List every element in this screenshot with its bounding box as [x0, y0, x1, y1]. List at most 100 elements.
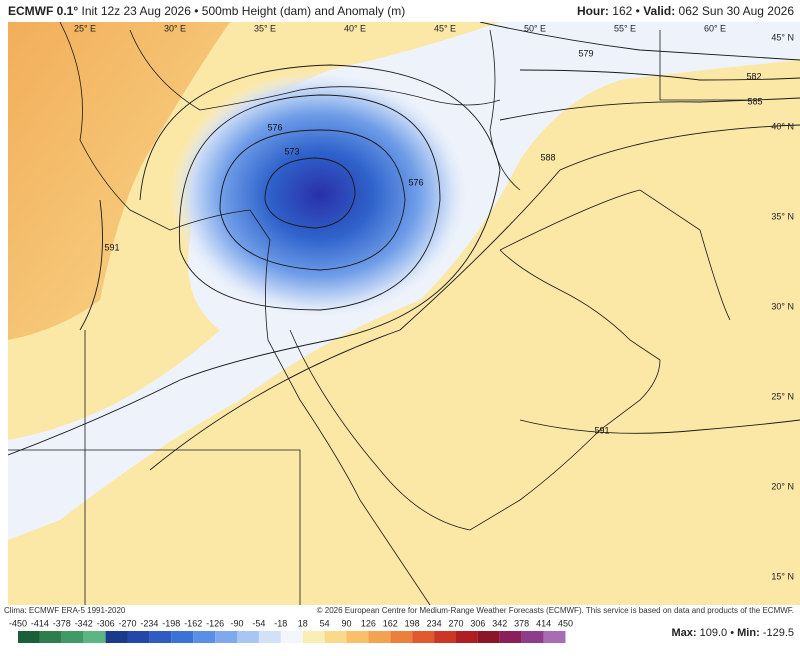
contour [79, 199, 103, 331]
colorbar-label: -54 [252, 618, 265, 628]
valid-label: Valid: [643, 4, 675, 18]
colorbar-swatch [368, 631, 391, 643]
colorbar-label: -306 [97, 618, 115, 628]
copyright: © 2026 European Centre for Medium-Range … [317, 606, 794, 615]
colorbar-swatch [18, 631, 40, 643]
colorbar-swatch [193, 631, 216, 643]
longitude-label: 40° E [344, 23, 366, 33]
latitude-label: 35° N [771, 211, 794, 221]
contour-label: 591 [104, 242, 119, 252]
colorbar-label: 306 [470, 618, 485, 628]
contour [479, 22, 800, 61]
contour [519, 69, 800, 81]
border [499, 30, 760, 321]
colorbar-swatch [434, 631, 456, 643]
border [8, 330, 301, 605]
contour-label: 573 [284, 146, 299, 156]
colorbar-swatch [477, 631, 500, 643]
colorbar-label: 450 [558, 618, 573, 628]
colorbar-label: -414 [31, 618, 49, 628]
min-label: Min: [737, 627, 760, 639]
colorbar-label: -450 [9, 618, 27, 628]
footer-bg [0, 605, 800, 651]
colorbar-swatch [83, 631, 106, 643]
colorbar-swatch [258, 631, 281, 643]
contour [149, 124, 800, 471]
model-name: ECMWF 0.1° [8, 4, 78, 18]
colorbar-label: 18 [298, 618, 308, 628]
colorbar-label: 126 [361, 618, 376, 628]
contour-label: 576 [408, 177, 423, 187]
longitude-label: 55° E [614, 23, 636, 33]
colorbar-label: -18 [274, 618, 287, 628]
max-label: Max: [672, 627, 697, 639]
description: Init 12z 23 Aug 2026 • 500mb Height (dam… [81, 4, 405, 18]
longitude-label: 25° E [74, 23, 96, 33]
contour [499, 97, 800, 121]
contour [178, 94, 441, 311]
colorbar-label: -378 [53, 618, 71, 628]
longitude-label: 60° E [704, 23, 726, 33]
min-value: -129.5 [763, 627, 794, 639]
colorbar-swatch [127, 631, 150, 643]
header-left: ECMWF 0.1° Init 12z 23 Aug 2026 • 500mb … [8, 4, 405, 18]
colorbar-swatch [171, 631, 194, 643]
valid: 062 Sun 30 Aug 2026 [679, 4, 795, 18]
colorbar-swatch [105, 631, 128, 643]
colorbar-swatch [390, 631, 413, 643]
contour [8, 64, 501, 456]
colorbar-swatch [39, 631, 62, 643]
low-anomaly [170, 70, 470, 320]
hour-label: Hour: [577, 4, 609, 18]
longitude-label: 35° E [254, 23, 276, 33]
contour-label: 576 [267, 122, 282, 132]
latitude-label: 40° N [771, 121, 794, 131]
colorbar-swatch [237, 631, 259, 643]
contour-label: 579 [578, 48, 593, 58]
min-max: Max: 109.0 • Min: -129.5 [672, 627, 795, 639]
colorbar-label: 54 [320, 618, 330, 628]
colorbar-swatch [61, 631, 84, 643]
coastline [289, 249, 661, 531]
colorbar-label: 378 [514, 618, 529, 628]
longitude-label: 30° E [164, 23, 186, 33]
colorbar-label: 162 [383, 618, 398, 628]
latitude-label: 30° N [771, 301, 794, 311]
colorbar-label: 342 [492, 618, 507, 628]
hour: 162 • [612, 4, 640, 18]
contour-label: 591 [594, 425, 609, 435]
colorbar-swatch [346, 631, 369, 643]
colorbar-label: 234 [427, 618, 442, 628]
longitude-label: 50° E [524, 23, 546, 33]
colorbar-label: -198 [162, 618, 180, 628]
colorbar-swatch [456, 631, 478, 643]
contour-label: 582 [746, 71, 761, 81]
contour [264, 157, 356, 229]
latitude-label: 25° N [771, 391, 794, 401]
contour [219, 129, 406, 271]
colorbar-label: -342 [75, 618, 93, 628]
header-right: Hour: 162 • Valid: 062 Sun 30 Aug 2026 [577, 4, 794, 18]
colorbar-swatch [543, 631, 566, 643]
coastline [129, 29, 501, 111]
max-value: 109.0 • [700, 627, 735, 639]
contour-label: 588 [540, 152, 555, 162]
latitude-label: 20° N [771, 481, 794, 491]
colorbar-swatch [302, 631, 325, 643]
latitude-label: 15° N [771, 571, 794, 581]
colorbar-swatch [149, 631, 172, 643]
contour-label: 585 [747, 96, 762, 106]
colorbar-swatch [499, 631, 522, 643]
colorbar-label: -90 [230, 618, 243, 628]
latitude-label: 45° N [771, 32, 794, 42]
colorbar-swatch [215, 631, 237, 643]
colorbar-swatch [280, 631, 303, 643]
colorbar-label: 270 [448, 618, 463, 628]
longitude-label: 45° E [434, 23, 456, 33]
climo-note: Clima: ECMWF ERA-5 1991-2020 [4, 606, 126, 615]
colorbar-swatch [412, 631, 435, 643]
colorbar-swatch [324, 631, 347, 643]
colorbar-label: -162 [184, 618, 202, 628]
colorbar-label: 198 [405, 618, 420, 628]
